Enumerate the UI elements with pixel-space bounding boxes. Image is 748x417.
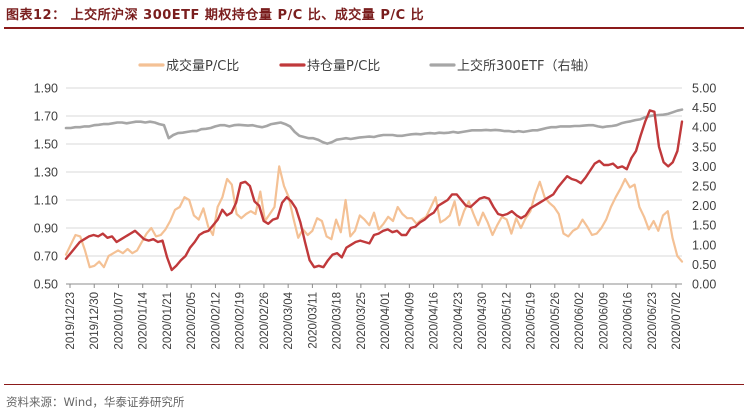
right-tick-label: 0.50 bbox=[692, 258, 716, 272]
figure-title: 图表12： 上交所沪深 300ETF 期权持仓量 P/C 比、成交量 P/C 比 bbox=[6, 8, 425, 23]
left-tick-label: 1.70 bbox=[34, 110, 58, 124]
x-tick-label: 2020/05/19 bbox=[526, 292, 538, 350]
x-tick-label: 2020/02/19 bbox=[235, 292, 247, 350]
left-tick-label: 1.50 bbox=[34, 138, 58, 152]
x-tick-label: 2020/04/09 bbox=[404, 292, 416, 350]
x-tick-label: 2020/05/26 bbox=[550, 292, 562, 350]
right-tick-label: 1.00 bbox=[692, 238, 716, 252]
x-tick-label: 2020/06/16 bbox=[623, 292, 635, 350]
x-tick-label: 2020/06/23 bbox=[647, 292, 659, 350]
x-tick-label: 2019/12/23 bbox=[65, 292, 77, 350]
x-tick-label: 2020/02/26 bbox=[259, 292, 271, 350]
source-note: 资料来源：Wind，华泰证券研究所 bbox=[6, 395, 185, 409]
legend-label: 成交量P/C比 bbox=[166, 58, 239, 74]
x-tick-label: 2020/02/12 bbox=[210, 292, 222, 350]
x-tick-label: 2020/01/21 bbox=[162, 292, 174, 350]
left-tick-label: 0.50 bbox=[34, 278, 58, 292]
legend-label: 持仓量P/C比 bbox=[307, 59, 380, 74]
top-rule bbox=[4, 27, 744, 29]
x-tick-label: 2019/12/30 bbox=[89, 292, 101, 350]
oi-pc-line bbox=[64, 109, 684, 272]
left-tick-label: 0.70 bbox=[34, 250, 58, 264]
x-tick-label: 2020/04/16 bbox=[429, 292, 441, 350]
right-tick-label: 2.50 bbox=[692, 180, 716, 194]
right-tick-label: 2.00 bbox=[692, 199, 716, 213]
x-tick-label: 2020/06/02 bbox=[574, 292, 586, 350]
x-tick-label: 2020/01/07 bbox=[113, 292, 125, 350]
left-tick-label: 1.90 bbox=[34, 82, 58, 96]
x-tick-label: 2020/03/25 bbox=[356, 292, 368, 350]
right-axis: 0.00 0.50 1.00 1.50 2.00 2.50 3.00 3.50 4.00 4.50… bbox=[692, 82, 716, 292]
x-tick-label: 2020/02/05 bbox=[186, 292, 198, 350]
right-tick-label: 3.00 bbox=[692, 160, 716, 174]
left-tick-label: 1.30 bbox=[34, 166, 58, 180]
x-tick-label: 2020/04/23 bbox=[453, 292, 465, 350]
x-tick-label: 2020/01/14 bbox=[138, 291, 150, 349]
x-tick-label: 2020/04/30 bbox=[477, 292, 489, 350]
legend-label: 上交所300ETF（右轴） bbox=[457, 58, 596, 74]
volume-pc-line bbox=[64, 165, 684, 269]
legend: 成交量P/C比 持仓量P/C比 上交所300ETF（右轴） bbox=[138, 58, 596, 74]
right-tick-label: 0.00 bbox=[692, 278, 716, 292]
x-tick-label: 2020/04/01 bbox=[380, 292, 392, 350]
x-tick-label: 2020/03/11 bbox=[307, 292, 319, 349]
x-tick-label: 2020/05/12 bbox=[501, 292, 513, 350]
etf-line bbox=[64, 108, 684, 145]
left-axis: 0.50 0.70 0.90 1.10 1.30 1.50 1.70 1.90 bbox=[34, 82, 58, 292]
right-tick-label: 4.00 bbox=[692, 121, 716, 135]
left-tick-label: 1.10 bbox=[34, 194, 58, 208]
series-lines bbox=[64, 108, 684, 272]
x-tick-label: 2020/06/09 bbox=[598, 292, 610, 350]
bottom-rule bbox=[4, 384, 744, 385]
x-tick-label: 2020/03/18 bbox=[332, 292, 344, 350]
x-tick-label: 2020/07/02 bbox=[671, 292, 683, 350]
x-axis: 2019/12/23 2019/12/30 2020/01/07 2020/01/14… bbox=[65, 284, 683, 350]
left-tick-label: 0.90 bbox=[34, 222, 58, 236]
right-tick-label: 4.50 bbox=[692, 101, 716, 115]
right-tick-label: 5.00 bbox=[692, 82, 716, 96]
x-tick-label: 2020/03/04 bbox=[283, 291, 295, 349]
grid-lines bbox=[66, 87, 682, 257]
right-tick-label: 1.50 bbox=[692, 219, 716, 233]
right-tick-label: 3.50 bbox=[692, 140, 716, 154]
